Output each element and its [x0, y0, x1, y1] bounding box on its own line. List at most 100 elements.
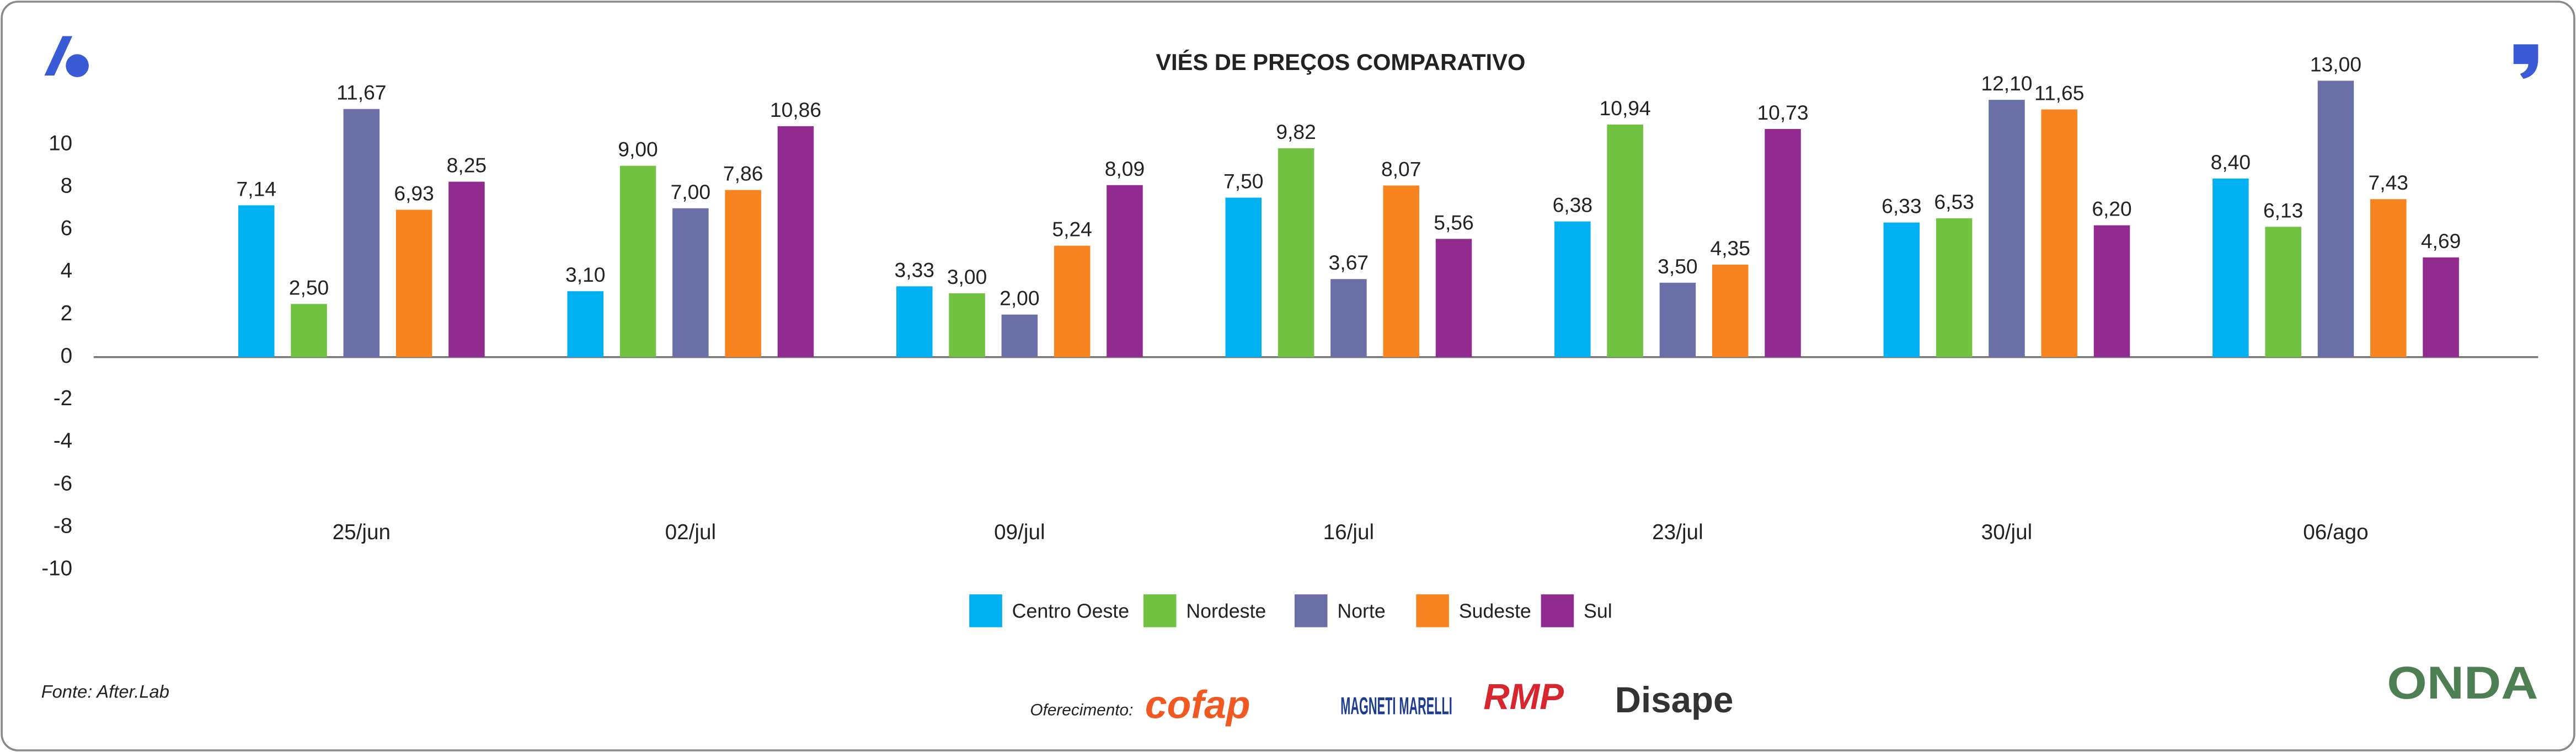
data-label: 5,24: [1052, 218, 1092, 241]
x-tick-label: 02/jul: [665, 520, 717, 544]
bar: [1659, 282, 1696, 357]
data-label: 2,50: [289, 276, 329, 299]
data-label: 3,50: [1658, 255, 1697, 278]
data-label: 4,69: [2421, 229, 2461, 253]
bar: [2041, 109, 2078, 357]
y-tick-label: 8: [61, 174, 73, 197]
data-label: 7,00: [671, 180, 710, 203]
y-tick-label: 2: [61, 302, 73, 325]
data-label: 11,65: [2034, 81, 2084, 104]
bar: [1989, 100, 2025, 357]
bar: [2212, 178, 2249, 357]
data-label: 6,53: [1934, 190, 1974, 213]
bar: [396, 210, 432, 357]
bar: [1330, 279, 1367, 357]
data-label: 8,07: [1381, 158, 1421, 181]
data-label: 6,38: [1553, 194, 1592, 217]
bar: [725, 190, 761, 357]
data-label: 12,10: [1981, 72, 2032, 95]
legend-label: Nordeste: [1186, 600, 1266, 622]
data-label: 2,00: [1000, 287, 1039, 310]
y-tick-label: -10: [41, 557, 72, 581]
data-label: 8,25: [447, 154, 487, 177]
bar: [238, 205, 275, 357]
legend-swatch: [1143, 594, 1177, 627]
sponsor-logo: RMP: [1483, 676, 1564, 717]
data-label: 3,67: [1329, 251, 1369, 274]
bar: [2370, 199, 2407, 357]
y-tick-label: -8: [54, 514, 72, 538]
data-label: 7,43: [2369, 171, 2408, 194]
bar: [777, 126, 814, 357]
bar: [1225, 197, 1262, 357]
bar: [2423, 257, 2459, 357]
data-label: 13,00: [2310, 52, 2361, 76]
bar: [1607, 124, 1643, 357]
legend-swatch: [969, 594, 1002, 627]
bar: [1883, 222, 1920, 357]
bar: [2093, 225, 2130, 357]
x-tick-label: 06/ago: [2303, 520, 2368, 544]
bar: [448, 181, 485, 357]
bar: [672, 208, 709, 357]
y-tick-label: -6: [54, 471, 72, 495]
data-label: 7,50: [1223, 170, 1263, 193]
data-label: 5,56: [1434, 211, 1473, 234]
data-label: 7,86: [723, 162, 763, 185]
bar: [1054, 245, 1091, 357]
bar: [291, 304, 327, 357]
bar: [567, 291, 603, 357]
source: Fonte: After.Lab: [41, 681, 169, 701]
bar: [1107, 185, 1143, 357]
bar: [2265, 227, 2301, 357]
sponsor-logo: Disape: [1615, 680, 1734, 720]
legend-swatch: [1294, 594, 1328, 627]
data-label: 6,13: [2263, 198, 2303, 222]
legend-label: Centro Oeste: [1012, 600, 1129, 622]
data-label: 11,67: [336, 81, 386, 104]
data-label: 6,33: [1882, 195, 1921, 218]
x-tick-label: 09/jul: [994, 520, 1045, 544]
x-tick-label: 16/jul: [1323, 520, 1375, 544]
data-label: 3,33: [895, 258, 934, 281]
y-tick-label: 6: [61, 217, 73, 240]
bar: [1435, 239, 1472, 357]
bar: [1712, 264, 1749, 357]
y-tick-label: 4: [61, 259, 73, 283]
brand-logo: ONDA: [2387, 657, 2538, 708]
data-label: 8,09: [1105, 157, 1145, 180]
data-label: 3,00: [947, 265, 987, 288]
y-tick-label: -2: [54, 386, 72, 410]
data-label: 6,93: [394, 182, 434, 205]
quote-icon: [2513, 44, 2538, 79]
bar: [1765, 128, 1801, 357]
legend-label: Sudeste: [1459, 600, 1531, 622]
bar: [343, 109, 380, 357]
legend-swatch: [1541, 594, 1574, 627]
sponsor-label: Oferecimento:: [1030, 701, 1133, 719]
bar: [2317, 80, 2354, 357]
bar: [1936, 218, 1973, 357]
legend-label: Norte: [1337, 600, 1385, 622]
data-label: 6,20: [2092, 197, 2131, 221]
data-label: 10,73: [1757, 101, 1808, 124]
bar: [1554, 221, 1591, 357]
y-tick-label: -4: [54, 429, 72, 453]
y-tick-label: 0: [61, 344, 73, 368]
bar: [1001, 314, 1038, 357]
sponsor-logo: cofap: [1145, 683, 1250, 727]
data-label: 8,40: [2211, 151, 2251, 174]
bar: [619, 165, 656, 357]
logo-mark: [44, 36, 89, 77]
sponsor-logo: MAGNETI MARELLI: [1340, 692, 1452, 719]
legend-swatch: [1416, 594, 1449, 627]
data-label: 10,86: [770, 98, 821, 121]
data-label: 10,94: [1600, 96, 1651, 120]
chart-title: VIÉS DE PREÇOS COMPARATIVO: [1156, 49, 1525, 75]
bar: [949, 293, 985, 357]
data-label: 9,00: [618, 138, 658, 161]
legend-label: Sul: [1584, 600, 1612, 622]
x-tick-label: 25/jun: [333, 520, 391, 544]
